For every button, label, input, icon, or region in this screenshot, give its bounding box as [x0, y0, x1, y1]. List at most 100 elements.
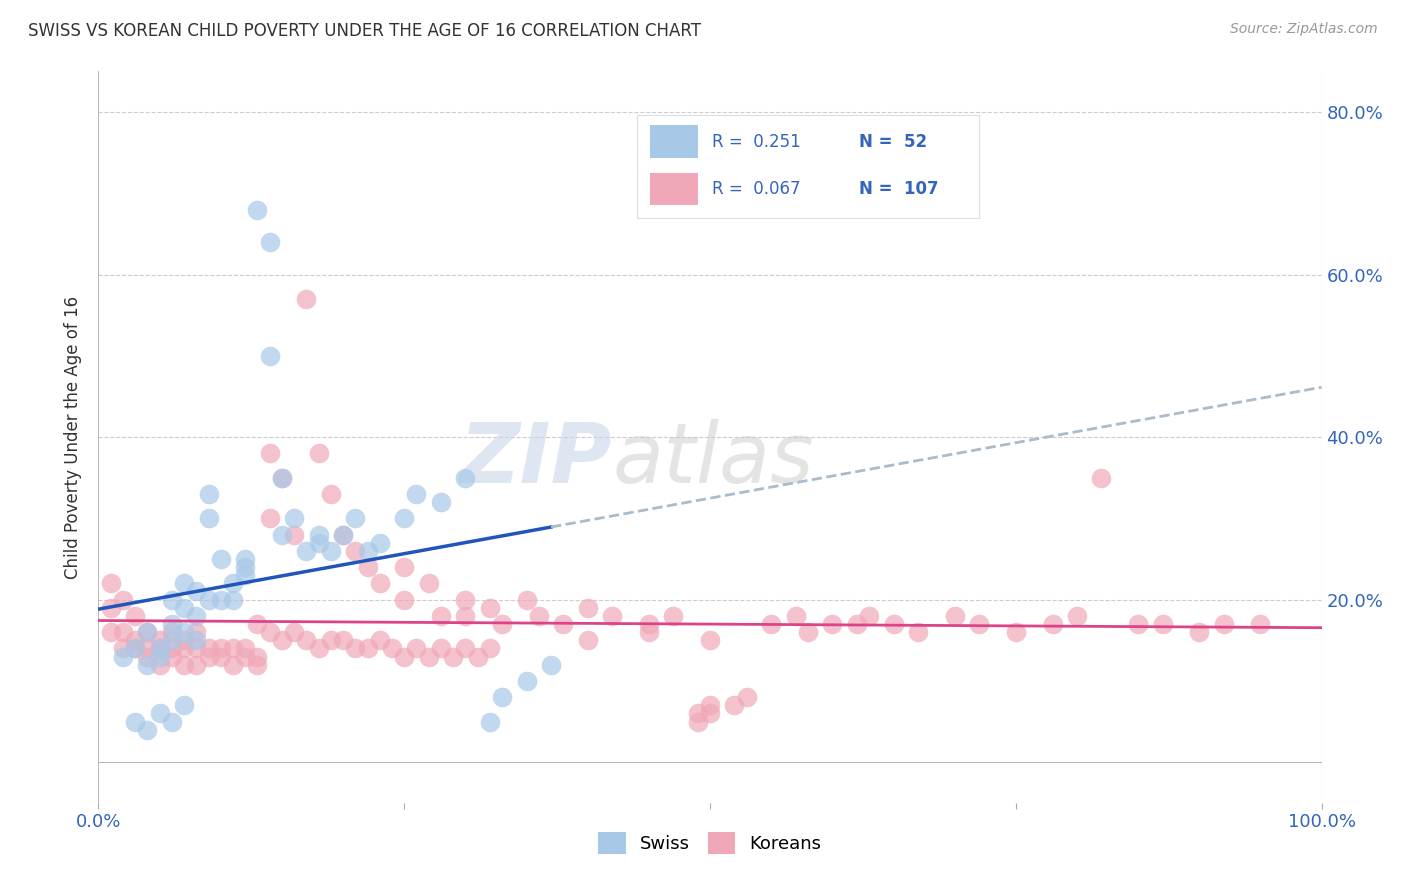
Point [173, 698, 195, 713]
Point [149, 657, 172, 672]
Point [332, 527, 354, 541]
Point [173, 600, 195, 615]
Point [907, 625, 929, 640]
Point [160, 625, 183, 640]
Point [186, 625, 208, 640]
Point [283, 625, 305, 640]
Point [308, 535, 330, 549]
Point [735, 690, 758, 705]
Point [136, 649, 159, 664]
Point [197, 641, 219, 656]
Point [699, 706, 721, 721]
Point [699, 633, 721, 648]
Point [418, 576, 440, 591]
Point [124, 633, 146, 648]
Point [160, 617, 183, 632]
Point [467, 649, 489, 664]
Point [1066, 608, 1088, 623]
Point [160, 592, 183, 607]
Point [111, 592, 134, 607]
Point [430, 641, 453, 656]
Point [392, 649, 416, 664]
Point [209, 649, 232, 664]
Point [478, 641, 501, 656]
Point [356, 641, 378, 656]
Text: atlas: atlas [612, 418, 814, 500]
Point [136, 657, 159, 672]
Point [295, 292, 318, 306]
Point [332, 633, 354, 648]
Point [209, 641, 232, 656]
Point [686, 714, 709, 729]
Point [662, 608, 685, 623]
Point [295, 544, 318, 558]
Point [100, 625, 122, 640]
Point [246, 617, 269, 632]
Bar [651, 172, 699, 205]
Point [233, 649, 256, 664]
Text: ZIP: ZIP [460, 418, 612, 500]
Point [270, 471, 294, 485]
Point [173, 633, 195, 648]
Point [491, 617, 513, 632]
Point [160, 649, 183, 664]
Point [173, 576, 195, 591]
Point [319, 633, 342, 648]
Point [246, 649, 269, 664]
Point [222, 657, 245, 672]
Point [540, 657, 562, 672]
Point [491, 690, 513, 705]
Point [368, 535, 391, 549]
Point [233, 641, 256, 656]
Point [392, 511, 416, 525]
Point [319, 544, 342, 558]
Point [392, 592, 416, 607]
Point [233, 560, 256, 574]
Point [1152, 617, 1174, 632]
Point [270, 527, 294, 541]
Point [785, 608, 807, 623]
Point [454, 608, 477, 623]
Point [308, 641, 330, 656]
Y-axis label: Child Poverty Under the Age of 16: Child Poverty Under the Age of 16 [65, 295, 83, 579]
Point [405, 641, 427, 656]
Point [1249, 617, 1271, 632]
Point [222, 592, 245, 607]
Point [124, 641, 146, 656]
Point [197, 592, 219, 607]
Point [259, 235, 281, 249]
Point [246, 202, 269, 217]
Point [149, 706, 172, 721]
Point [883, 617, 905, 632]
Legend: Swiss, Koreans: Swiss, Koreans [589, 823, 831, 863]
Text: R =  0.251: R = 0.251 [711, 133, 801, 151]
Point [149, 633, 172, 648]
Point [515, 673, 537, 688]
Point [478, 714, 501, 729]
Point [845, 617, 868, 632]
Point [430, 495, 453, 509]
Point [356, 544, 378, 558]
Point [197, 649, 219, 664]
Point [149, 641, 172, 656]
Point [111, 625, 134, 640]
Point [136, 625, 159, 640]
Point [418, 649, 440, 664]
Point [308, 446, 330, 460]
Point [283, 527, 305, 541]
Point [136, 641, 159, 656]
Point [111, 649, 134, 664]
Text: N =  52: N = 52 [859, 133, 928, 151]
Point [209, 592, 232, 607]
Point [283, 511, 305, 525]
Point [576, 600, 599, 615]
Point [222, 641, 245, 656]
Point [124, 608, 146, 623]
Point [356, 560, 378, 574]
Point [259, 625, 281, 640]
Point [761, 617, 783, 632]
Point [332, 527, 354, 541]
Point [600, 608, 623, 623]
Bar [651, 126, 699, 158]
Point [233, 552, 256, 566]
